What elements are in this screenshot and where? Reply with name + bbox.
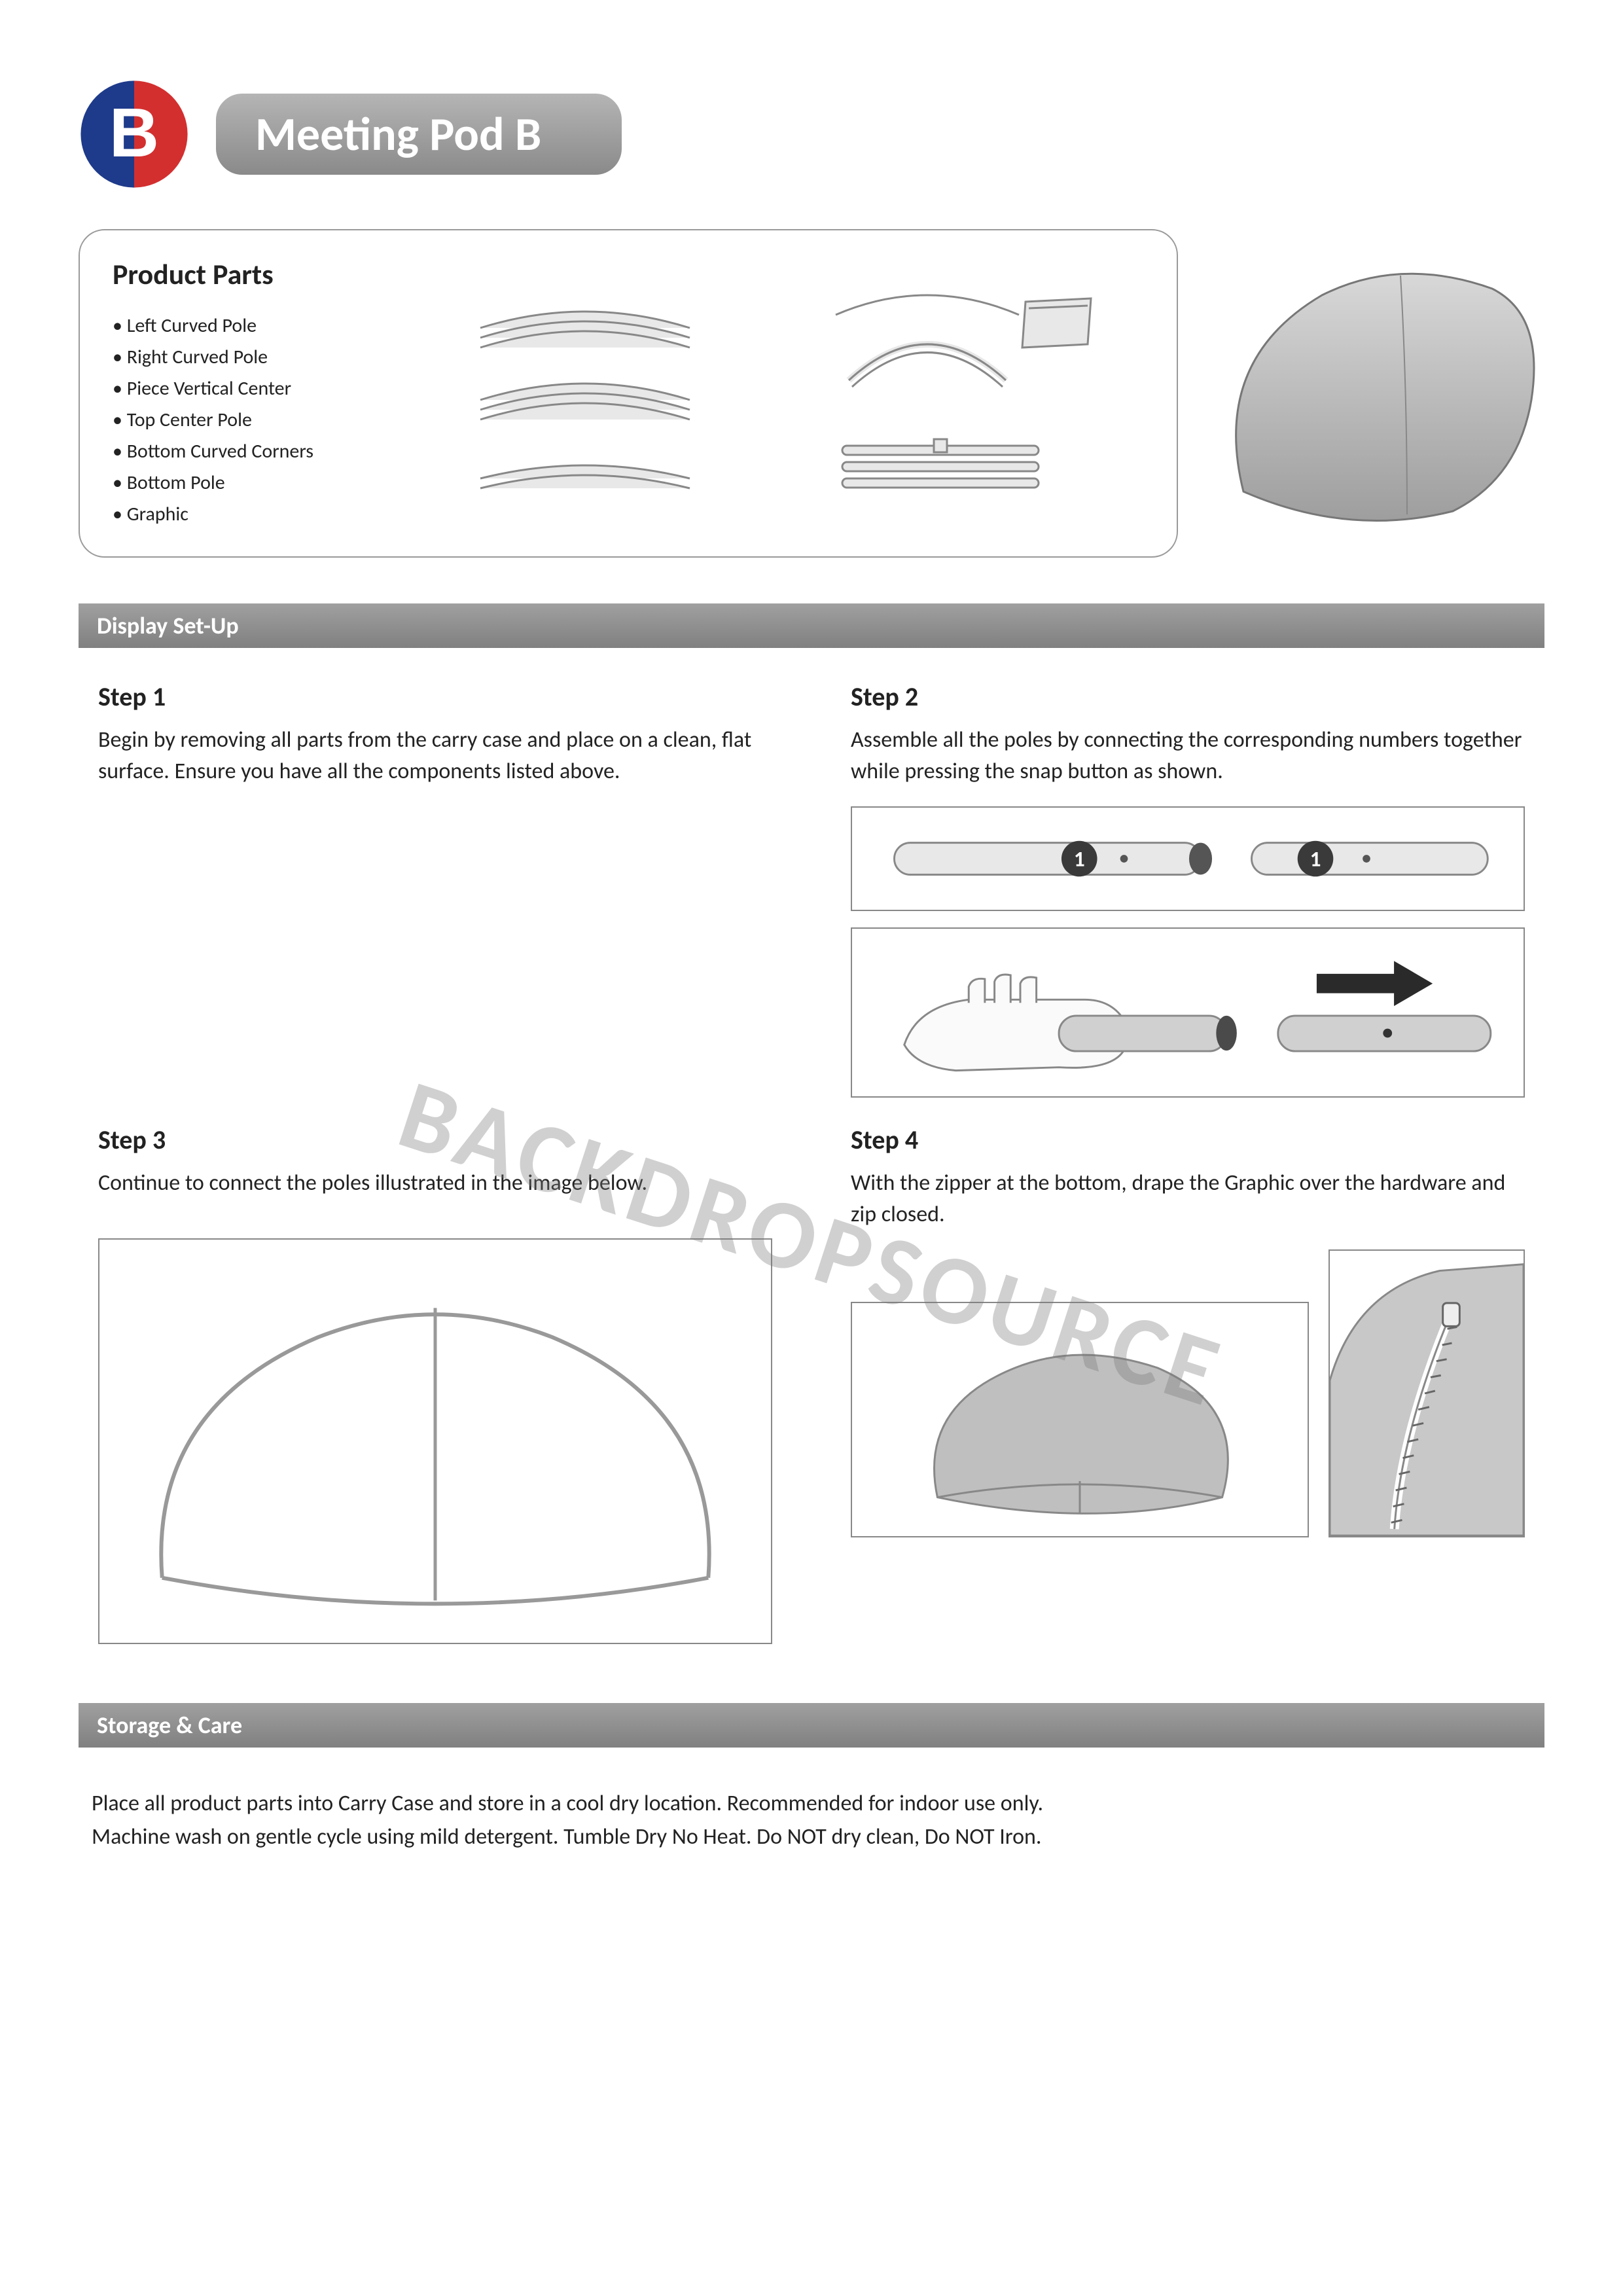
section-bar-storage: Storage & Care	[79, 1703, 1544, 1748]
step-4: Step 4 With the zipper at the bottom, dr…	[851, 1124, 1525, 1537]
step-2: Step 2 Assemble all the poles by connect…	[851, 681, 1525, 1098]
parts-title: Product Parts	[113, 257, 387, 292]
step-text: Begin by removing all parts from the car…	[98, 725, 772, 787]
parts-item: Right Curved Pole	[113, 342, 387, 373]
steps-grid: Step 1 Begin by removing all parts from …	[79, 681, 1544, 1644]
step4-diagram-zipper	[1329, 1249, 1525, 1537]
parts-item: Piece Vertical Center	[113, 373, 387, 404]
step-3: Step 3 Continue to connect the poles ill…	[98, 1124, 772, 1644]
brand-logo: B	[79, 79, 190, 190]
parts-illustrations	[414, 257, 1144, 530]
parts-item: Left Curved Pole	[113, 310, 387, 342]
pole-number-badge: 1	[1074, 846, 1085, 872]
parts-list: Left Curved Pole Right Curved Pole Piece…	[113, 310, 387, 530]
parts-item: Top Center Pole	[113, 404, 387, 436]
step-1: Step 1 Begin by removing all parts from …	[98, 681, 772, 1098]
step-text: Assemble all the poles by connecting the…	[851, 725, 1525, 787]
product-parts-row: Product Parts Left Curved Pole Right Cur…	[79, 229, 1544, 558]
storage-line: Machine wash on gentle cycle using mild …	[92, 1820, 1531, 1854]
step-title: Step 4	[851, 1124, 1525, 1156]
step-text: Continue to connect the poles illustrate…	[98, 1168, 772, 1199]
pole-number-badge: 1	[1310, 846, 1321, 872]
zipper-pull-icon	[1443, 1303, 1460, 1327]
header: B Meeting Pod B	[79, 79, 1544, 190]
parts-item: Bottom Pole	[113, 467, 387, 499]
page-title-pill: Meeting Pod B	[216, 94, 622, 175]
section-title: Display Set-Up	[97, 611, 239, 640]
step3-diagram	[98, 1238, 772, 1644]
parts-item: Graphic	[113, 499, 387, 530]
step2-diagram-top: 1 1	[851, 806, 1525, 911]
step-title: Step 1	[98, 681, 772, 713]
step2-diagram-bottom	[851, 927, 1525, 1098]
step-title: Step 3	[98, 1124, 772, 1156]
pod-shape-icon	[1204, 256, 1544, 531]
step-text: With the zipper at the bottom, drape the…	[851, 1168, 1525, 1230]
pod-preview	[1204, 229, 1544, 558]
storage-line: Place all product parts into Carry Case …	[92, 1787, 1531, 1820]
page-title: Meeting Pod B	[255, 105, 541, 163]
arrow-right-icon	[1317, 961, 1433, 1006]
step-title: Step 2	[851, 681, 1525, 713]
parts-item: Bottom Curved Corners	[113, 436, 387, 467]
step4-diagram-pod	[851, 1302, 1309, 1537]
poles-stack-icon	[461, 282, 709, 505]
logo-letter: B	[109, 95, 159, 171]
product-parts-box: Product Parts Left Curved Pole Right Cur…	[79, 229, 1178, 558]
poles-misc-icon	[823, 282, 1097, 505]
section-bar-setup: Display Set-Up	[79, 603, 1544, 648]
storage-text: Place all product parts into Carry Case …	[79, 1780, 1544, 1860]
section-title: Storage & Care	[97, 1711, 242, 1740]
